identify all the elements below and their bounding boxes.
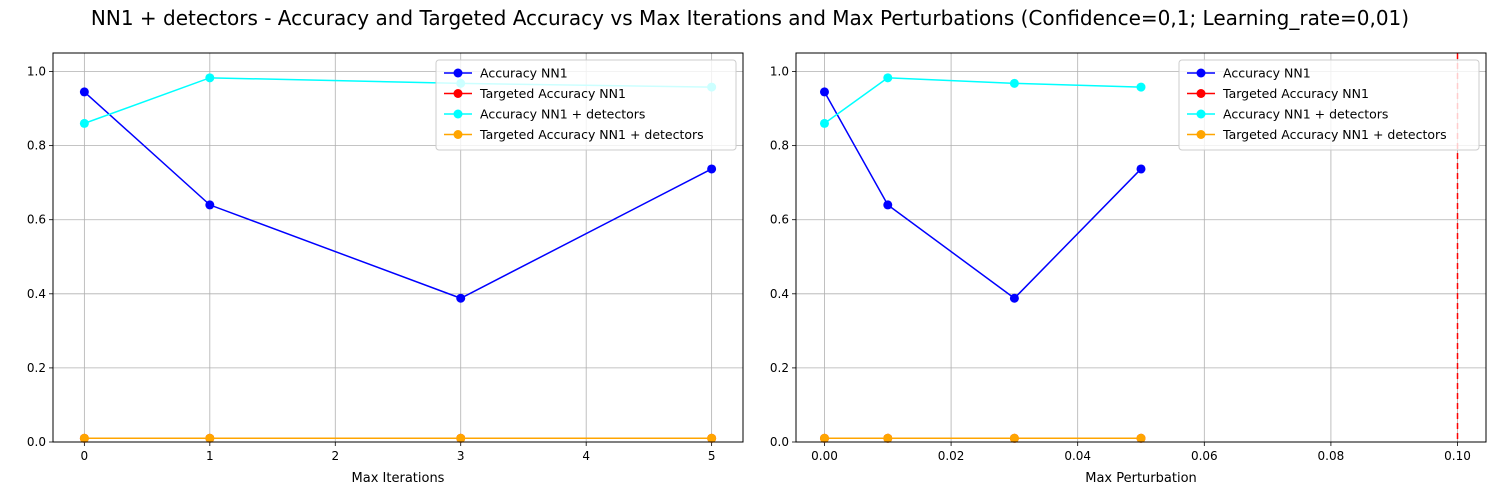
data-point [707,164,717,174]
x-tick-label: 3 [457,449,465,463]
legend: Accuracy NN1 Targeted Accuracy NN1 Accurac… [1178,59,1480,151]
legend-label: Accuracy NN1 [480,66,568,81]
data-point [205,73,215,83]
legend-marker [1196,109,1206,119]
y-tick-label: 0.8 [770,139,789,153]
legend-label: Targeted Accuracy NN1 [479,86,626,101]
x-tick-label: 0.06 [1191,449,1218,463]
y-tick-label: 1.0 [27,65,46,79]
y-tick-label: 0.0 [27,435,46,449]
series-line [823,91,1142,300]
legend-box [435,59,737,151]
x-axis-label: Max Perturbation [1085,471,1197,486]
legend-label: Accuracy NN1 [1223,66,1311,81]
data-point [79,433,89,443]
series-1 [79,87,717,303]
legend-label: Accuracy NN1 + detectors [480,107,645,122]
x-tick-label: 0.00 [811,449,838,463]
x-tick-label: 2 [331,449,339,463]
data-point [1136,433,1146,443]
plot-frame [795,52,1487,443]
legend-marker [453,68,463,78]
x-tick-label: 1 [206,449,214,463]
legend-marker [453,130,463,139]
y-tick-label: 0.2 [27,361,46,375]
legend-marker [1196,130,1206,139]
data-point [79,87,89,97]
x-tick-label: 5 [708,449,716,463]
data-point [819,433,829,443]
data-point [456,433,466,443]
x-tick-label: 0.02 [938,449,965,463]
x-tick-label: 4 [582,449,590,463]
x-tick-label: 0.08 [1318,449,1345,463]
data-point [883,73,893,83]
data-point [456,293,466,303]
data-point [883,200,893,210]
legend-label: Targeted Accuracy NN1 + detectors [479,127,704,142]
figure-title: NN1 + detectors - Accuracy and Targeted … [90,6,1410,30]
legend-marker [1196,68,1206,78]
legend-label: Targeted Accuracy NN1 [1222,86,1369,101]
data-point [819,87,829,97]
data-point [205,433,215,443]
data-point [1009,78,1019,88]
chart-1: 0 1 2 3 4 5 0.0 0.2 0.4 0.6 0.8 1.0 Max Iterations Ac… [27,52,744,486]
y-tick-label: 0.2 [770,361,789,375]
data-point [205,200,215,210]
legend-label: Accuracy NN1 + detectors [1223,107,1388,122]
data-point [79,118,89,128]
y-tick-label: 0.6 [770,213,789,227]
y-tick-label: 0.4 [770,287,789,301]
chart-2: 0.00 0.02 0.04 0.06 0.08 0.10 0.0 0.2 0.4 0.6 0.8 1… [770,52,1487,486]
x-tick-label: 0.04 [1064,449,1091,463]
x-axis-label: Max Iterations [352,471,445,486]
series-4 [79,433,717,443]
series-3 [819,73,1146,128]
data-point [1136,164,1146,174]
y-tick-label: 1.0 [770,65,789,79]
legend-marker [453,109,463,119]
data-point [1009,293,1019,303]
legend-label: Targeted Accuracy NN1 + detectors [1222,127,1447,142]
series-line [824,77,1142,124]
legend-marker [1196,89,1206,98]
x-tick-label: 0 [81,449,89,463]
legend-marker [453,89,463,98]
data-point [819,118,829,128]
series-line [83,91,712,300]
data-point [883,433,893,443]
y-tick-label: 0.0 [770,435,789,449]
y-tick-label: 0.8 [27,139,46,153]
series-1 [819,87,1146,303]
series-4 [819,433,1146,443]
x-tick-label: 0.10 [1444,449,1471,463]
y-tick-label: 0.4 [27,287,46,301]
plot-frame [52,52,744,443]
legend-box [1178,59,1480,151]
legend: Accuracy NN1 Targeted Accuracy NN1 Accurac… [435,59,737,151]
data-point [1009,433,1019,443]
data-point [1136,82,1146,92]
data-point [707,433,717,443]
y-tick-label: 0.6 [27,213,46,227]
